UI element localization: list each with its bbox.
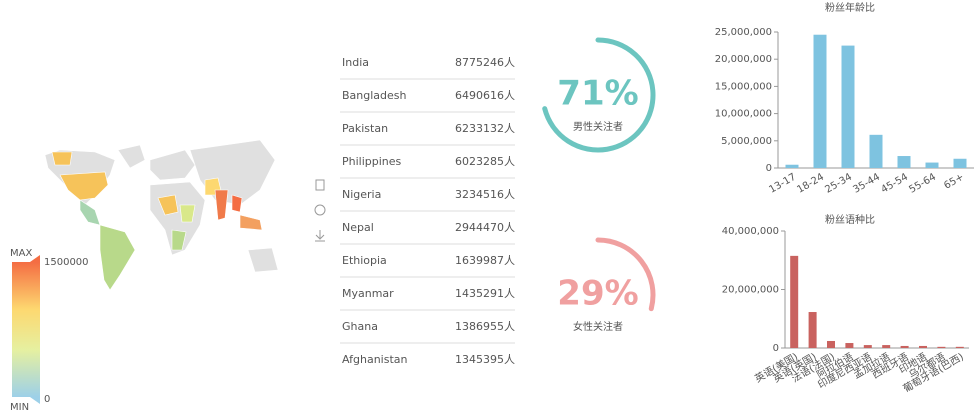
follower-count: 8775246人 bbox=[455, 56, 515, 69]
country-name: Myanmar bbox=[342, 287, 394, 300]
country-name: Ethiopia bbox=[342, 254, 387, 267]
bar bbox=[955, 346, 964, 348]
bar bbox=[937, 346, 946, 348]
y-tick-label: 5,000,000 bbox=[721, 136, 772, 147]
x-tick-label: 55-64 bbox=[907, 172, 938, 196]
visual-map-min-value: 0 bbox=[44, 394, 50, 405]
follower-count: 6023285人 bbox=[455, 155, 515, 168]
country-name: Bangladesh bbox=[342, 89, 407, 102]
y-tick-label: 20,000,000 bbox=[722, 285, 779, 296]
country-name: Pakistan bbox=[342, 122, 388, 135]
y-tick-label: 10,000,000 bbox=[715, 109, 772, 120]
world-map bbox=[44, 139, 279, 291]
bar bbox=[900, 345, 909, 348]
x-tick-label: 18-24 bbox=[795, 172, 826, 196]
follower-count: 1386955人 bbox=[455, 320, 515, 333]
x-tick-label: 35-44 bbox=[851, 172, 882, 196]
y-tick-label: 40,000,000 bbox=[722, 226, 779, 237]
bar bbox=[897, 156, 911, 168]
bar bbox=[827, 340, 835, 348]
visual-map-min: MIN bbox=[10, 402, 29, 411]
visual-map-bar bbox=[12, 262, 40, 397]
y-tick-label: 0 bbox=[773, 343, 779, 354]
follower-count: 1435291人 bbox=[455, 287, 515, 300]
country-name: Nepal bbox=[342, 221, 374, 234]
y-tick-label: 0 bbox=[766, 163, 772, 174]
bar bbox=[785, 164, 799, 168]
gauge-arc bbox=[542, 37, 656, 153]
bar bbox=[919, 345, 927, 348]
bar bbox=[925, 162, 939, 168]
bar bbox=[845, 343, 854, 348]
follower-count: 6490616人 bbox=[455, 89, 515, 102]
y-tick-label: 15,000,000 bbox=[715, 81, 772, 92]
country-table: India 8775246人 Bangladesh 6490616人 Pakistan 6… bbox=[340, 56, 515, 366]
country-name: Afghanistan bbox=[342, 353, 408, 366]
bar bbox=[841, 45, 855, 168]
visual-map-handle bbox=[30, 397, 40, 404]
bar bbox=[813, 34, 827, 168]
gauge-arc bbox=[595, 237, 656, 312]
chart-title: 粉丝语种比 bbox=[825, 213, 875, 226]
country-name: Philippines bbox=[342, 155, 402, 168]
visual-map-max-value: 1500000 bbox=[44, 257, 89, 268]
bar bbox=[882, 345, 891, 348]
follower-count: 1639987人 bbox=[455, 254, 515, 267]
country-name: India bbox=[342, 56, 369, 69]
gauge-value: 71% bbox=[557, 74, 638, 114]
country-name: Ghana bbox=[342, 320, 378, 333]
x-tick-label: 65+ bbox=[942, 172, 966, 192]
follower-count: 2944470人 bbox=[455, 221, 515, 234]
y-tick-label: 25,000,000 bbox=[715, 27, 772, 38]
gender-gauges: 71% 男性关注者 29% 女性关注者 bbox=[542, 37, 656, 333]
visual-map-max: MAX bbox=[10, 248, 32, 259]
bar bbox=[953, 158, 967, 168]
chart-title: 粉丝年龄比 bbox=[825, 1, 875, 14]
x-tick-label: 25-34 bbox=[823, 172, 854, 196]
toolbox[interactable] bbox=[314, 179, 326, 242]
bar bbox=[863, 345, 872, 348]
bar bbox=[790, 255, 799, 348]
visual-map-handle bbox=[30, 255, 40, 262]
x-tick-label: 13-17 bbox=[767, 172, 798, 196]
follower-count: 1345395人 bbox=[455, 353, 515, 366]
follower-count: 6233132人 bbox=[455, 122, 515, 135]
gauge-value: 29% bbox=[557, 274, 638, 314]
y-tick-label: 20,000,000 bbox=[715, 54, 772, 65]
country-name: Nigeria bbox=[342, 188, 381, 201]
gauge-label: 女性关注者 bbox=[573, 320, 623, 333]
gauge-label: 男性关注者 bbox=[573, 120, 623, 133]
follower-count: 3234516人 bbox=[455, 188, 515, 201]
bar bbox=[808, 312, 817, 348]
bar bbox=[869, 134, 883, 168]
x-tick-label: 45-54 bbox=[879, 172, 910, 196]
